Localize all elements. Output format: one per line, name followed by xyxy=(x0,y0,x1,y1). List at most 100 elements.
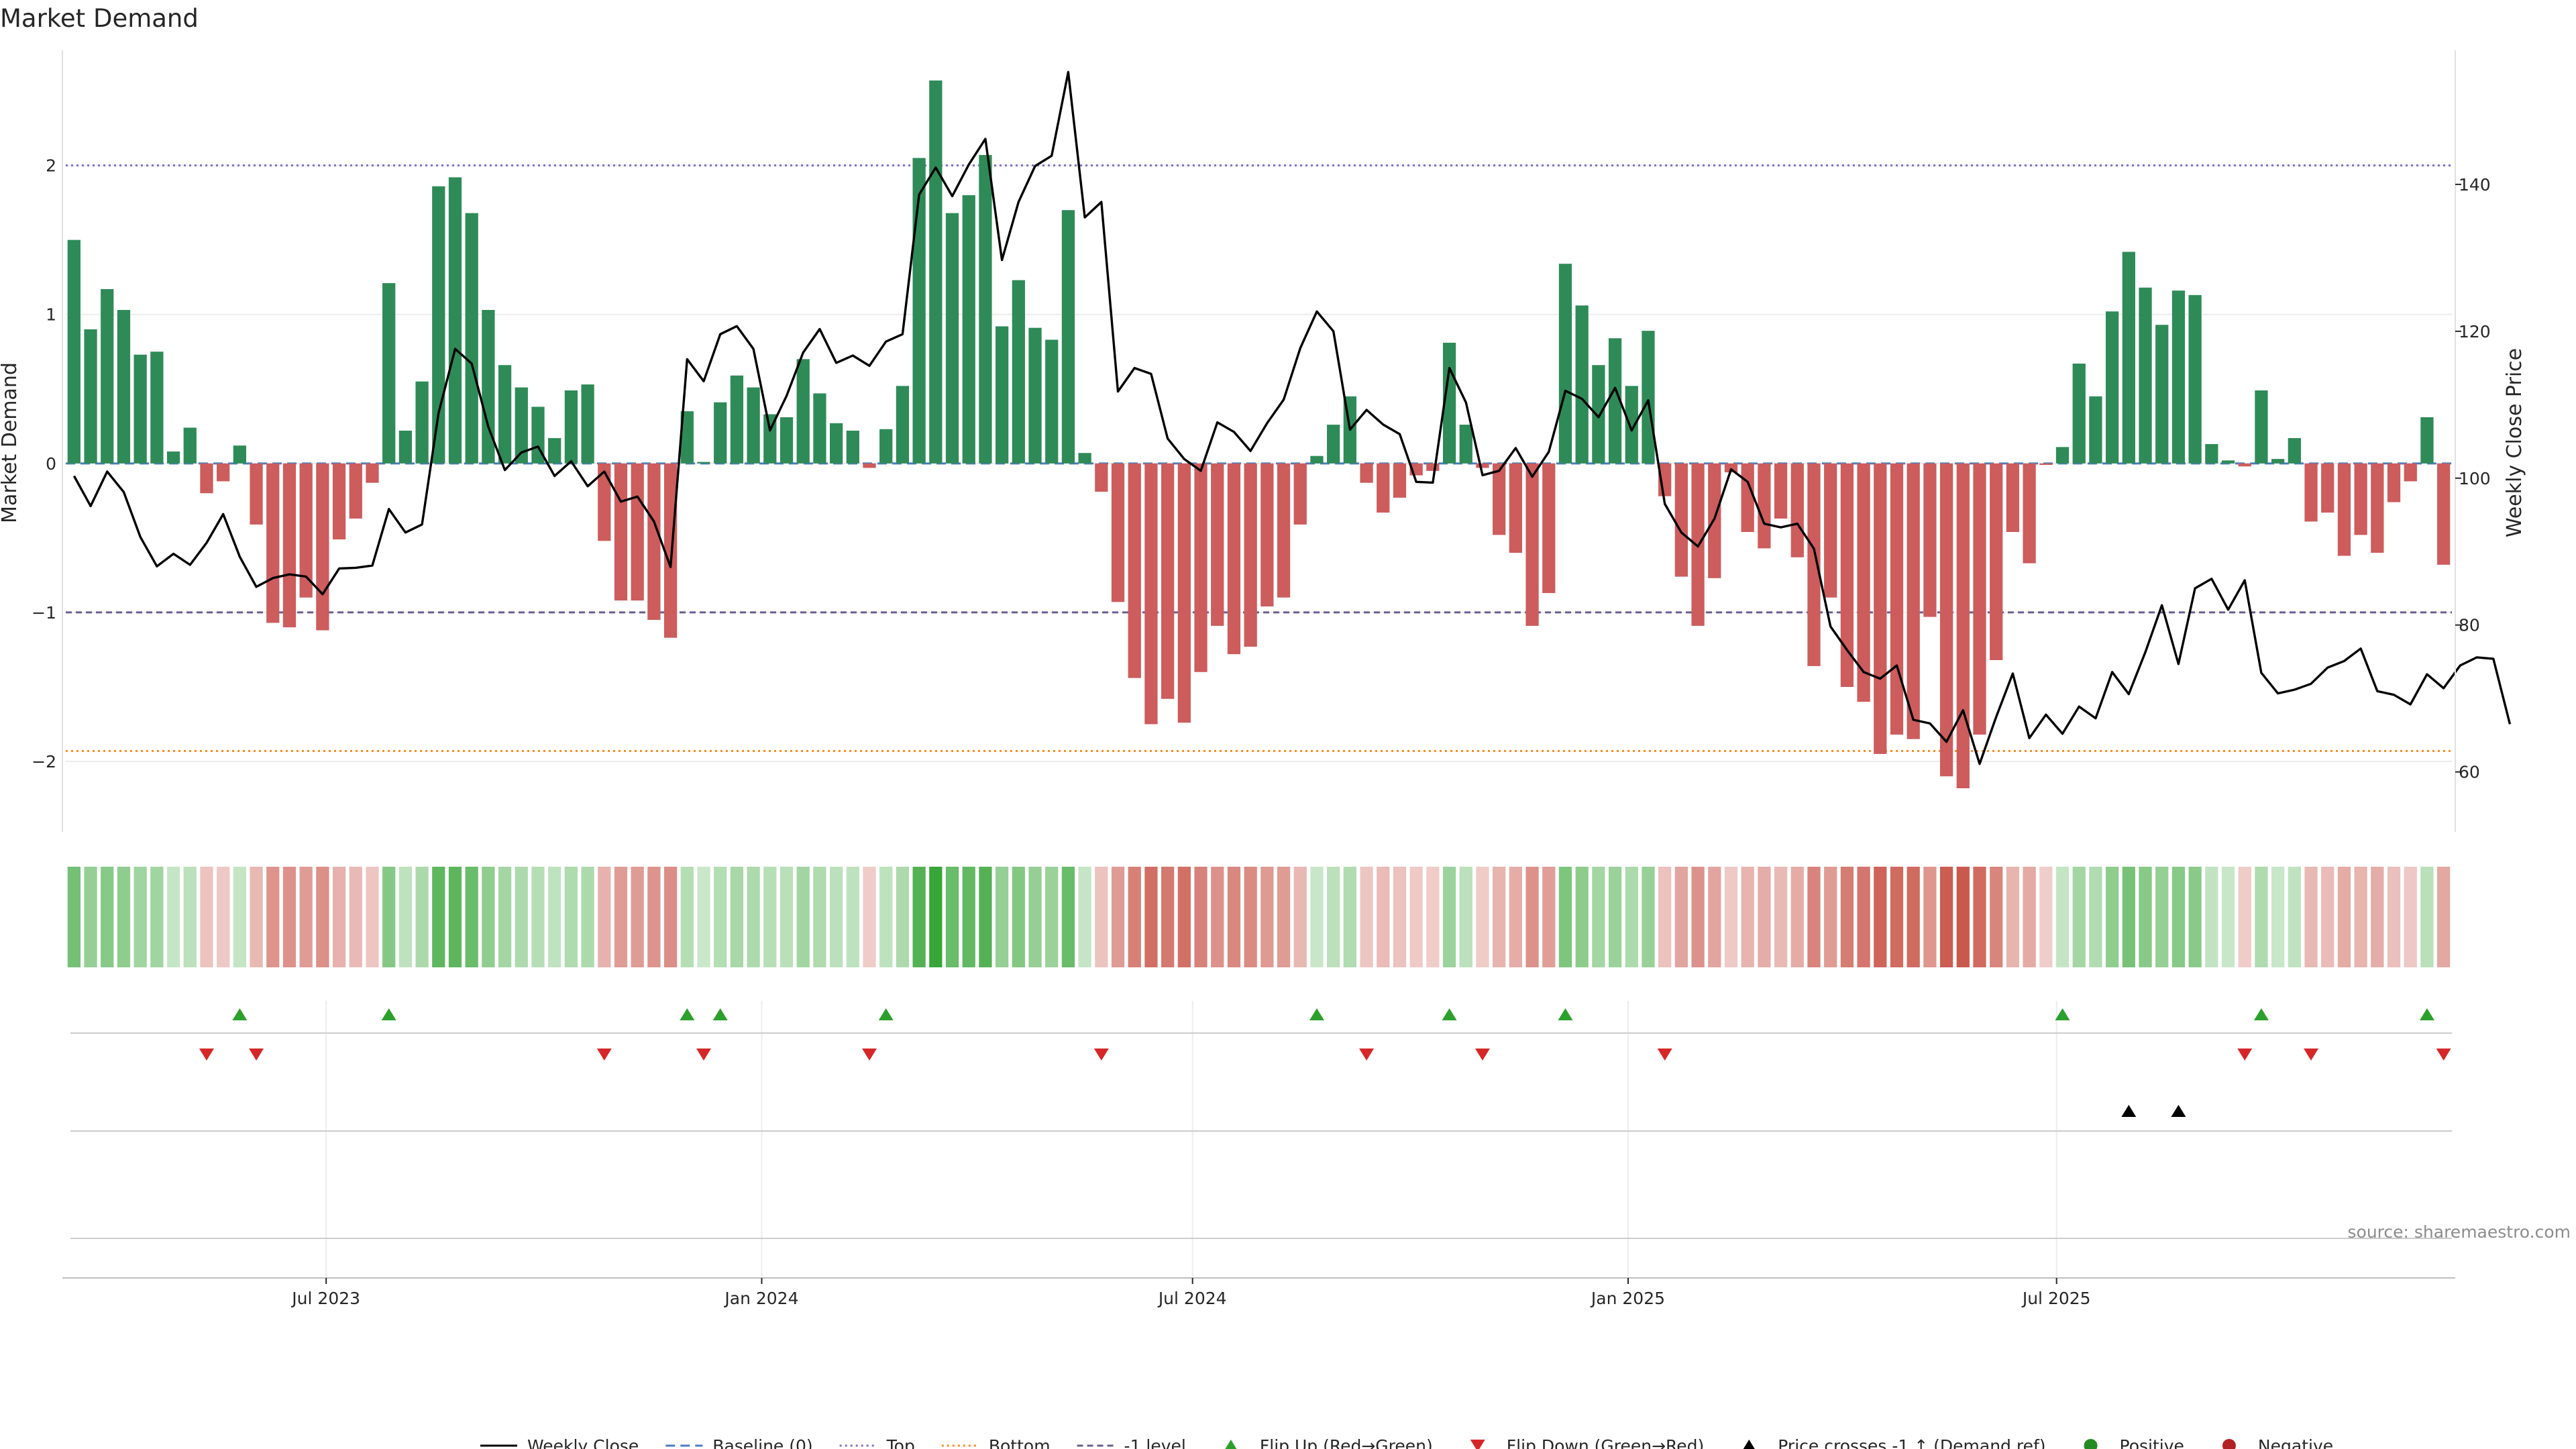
heat-cell xyxy=(2006,867,2020,967)
demand-bar xyxy=(2205,443,2218,464)
heat-cell xyxy=(332,867,346,967)
y-axis-label-left: Market Demand xyxy=(0,362,21,523)
demand-bar xyxy=(1277,463,1291,598)
legend-item-minus1: -1 level xyxy=(1077,1436,1186,1449)
heat-cell xyxy=(1741,867,1754,967)
heat-cell xyxy=(1625,867,1638,967)
heat-cell xyxy=(1907,867,1920,967)
heat-cell xyxy=(266,867,280,967)
legend-swatch-flipdown xyxy=(1470,1440,1485,1449)
demand-bar xyxy=(1360,463,1373,483)
y-tick-label-left: 2 xyxy=(46,156,56,176)
demand-bar xyxy=(1824,463,1837,598)
flip-up-marker xyxy=(232,1008,248,1020)
x-tick-label: Jul 2025 xyxy=(2021,1289,2091,1308)
demand-bar xyxy=(564,390,578,464)
heat-cell xyxy=(250,867,263,967)
demand-bar xyxy=(1028,327,1042,464)
demand-bar xyxy=(995,326,1009,464)
demand-bar xyxy=(1741,463,1754,532)
legend-swatch-negative xyxy=(2222,1439,2236,1449)
demand-bar xyxy=(796,359,810,464)
demand-bar xyxy=(2105,311,2119,464)
heat-cell xyxy=(1790,867,1804,967)
heat-cell xyxy=(166,867,180,967)
flip-up-marker xyxy=(1309,1008,1324,1020)
demand-bar xyxy=(531,407,545,464)
heat-cell xyxy=(829,867,843,967)
heat-cell xyxy=(1890,867,1904,967)
heat-cell xyxy=(1476,867,1489,967)
demand-bar xyxy=(166,451,180,464)
demand-bar xyxy=(1144,463,1158,724)
heat-cell xyxy=(1095,867,1108,967)
demand-bar xyxy=(2155,325,2169,464)
demand-bar xyxy=(1509,463,1523,553)
heat-cell xyxy=(945,867,959,967)
flip-up-marker xyxy=(878,1008,894,1020)
legend: Weekly Close Baseline (0) Top Bottom -1 leve… xyxy=(480,1436,2333,1449)
demand-bar xyxy=(2122,252,2135,464)
heat-cell xyxy=(133,867,147,967)
demand-bar xyxy=(1525,463,1539,626)
heat-cell xyxy=(84,867,97,967)
y-tick-label-left: −2 xyxy=(32,752,56,771)
demand-bar xyxy=(2271,459,2285,464)
demand-bar xyxy=(2171,290,2186,464)
demand-bar xyxy=(2420,417,2434,464)
heat-cell xyxy=(730,867,744,967)
demand-bar xyxy=(1642,331,1655,464)
demand-bar xyxy=(1592,365,1605,464)
demand-bar xyxy=(1857,463,1870,702)
demand-bar xyxy=(2371,463,2384,553)
heat-cell xyxy=(1542,867,1556,967)
heat-cell xyxy=(714,867,727,967)
heat-cell xyxy=(1857,867,1870,967)
heat-cell xyxy=(1608,867,1622,967)
chart-title: Market Demand xyxy=(0,4,199,33)
demand-bar xyxy=(1923,463,1937,617)
heat-cell xyxy=(531,867,545,967)
demand-bar xyxy=(680,411,694,464)
heat-cell xyxy=(2354,867,2367,967)
demand-bar xyxy=(67,239,80,464)
heat-cell xyxy=(1393,867,1407,967)
demand-bar xyxy=(2304,463,2318,522)
demand-bar xyxy=(1558,264,1572,464)
y-tick-label-right: 60 xyxy=(2459,763,2480,782)
heat-cell xyxy=(979,867,992,967)
heat-cell xyxy=(1409,867,1423,967)
heat-cell xyxy=(548,867,561,967)
heat-cell xyxy=(1708,867,1721,967)
demand-bar xyxy=(415,381,429,464)
demand-bar xyxy=(730,375,744,464)
demand-bar xyxy=(1177,463,1191,723)
heat-cell xyxy=(631,867,644,967)
demand-bar xyxy=(2238,463,2251,467)
heat-cell xyxy=(1674,867,1688,967)
demand-bar xyxy=(233,445,246,464)
legend-item-close: Weekly Close xyxy=(480,1436,639,1449)
demand-bar xyxy=(448,177,462,464)
heat-cell xyxy=(316,867,329,967)
heat-cell xyxy=(2437,867,2451,967)
heat-cell xyxy=(366,867,379,967)
demand-bar xyxy=(2055,447,2070,464)
gridlines xyxy=(66,164,2452,1278)
demand-bar xyxy=(763,414,777,464)
legend-label: Top xyxy=(886,1436,915,1449)
demand-bar xyxy=(1956,463,1970,789)
weekly-close-series xyxy=(72,70,2512,765)
demand-bar xyxy=(714,402,727,464)
flip-down-marker xyxy=(2304,1049,2319,1061)
signal-markers xyxy=(199,1008,2451,1117)
heat-cell xyxy=(1592,867,1605,967)
heat-cell xyxy=(2039,867,2053,967)
demand-bar xyxy=(432,186,445,464)
heat-cell xyxy=(1724,867,1738,967)
flip-up-marker xyxy=(680,1008,695,1020)
heat-cell xyxy=(1227,867,1241,967)
demand-bar xyxy=(2387,463,2401,502)
heat-cell xyxy=(2271,867,2285,967)
